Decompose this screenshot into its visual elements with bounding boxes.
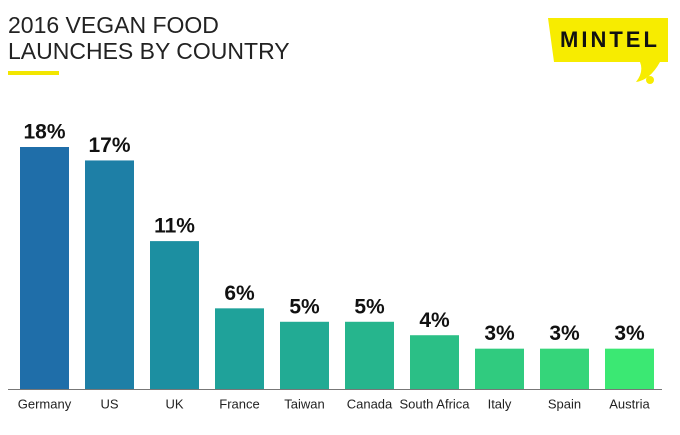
value-label: 11% [154,215,195,238]
x-tick-label: South Africa [399,396,470,411]
value-label: 3% [549,322,580,345]
bar [540,348,589,389]
value-label: 17% [88,134,130,157]
bar [410,335,459,389]
value-label: 5% [289,295,320,318]
x-tick-label: Italy [488,396,512,411]
logo-dot [646,76,654,84]
value-label: 6% [224,282,255,305]
x-tick-label: France [219,396,259,411]
bar [605,348,654,389]
value-label: 3% [484,322,515,345]
bar [280,321,329,389]
chart-title-line: 2016 VEGAN FOOD [8,12,219,38]
bar [20,147,69,389]
title-underline [8,71,59,75]
logo-badge [548,18,668,82]
x-tick-label: Spain [548,396,581,411]
x-tick-label: UK [165,396,183,411]
bar [345,321,394,389]
value-label: 4% [419,309,450,332]
x-tick-label: US [100,396,118,411]
value-label: 18% [23,121,65,144]
value-label: 3% [614,322,645,345]
x-tick-label: Taiwan [284,396,324,411]
x-tick-label: Germany [18,396,72,411]
x-tick-label: Austria [609,396,650,411]
bar [215,308,264,389]
x-tick-label: Canada [347,396,393,411]
logo-text: MINTEL [560,27,660,52]
bar [150,241,199,389]
bar [475,348,524,389]
chart-title-line: LAUNCHES BY COUNTRY [8,38,290,64]
bar [85,160,134,389]
value-label: 5% [354,295,385,318]
